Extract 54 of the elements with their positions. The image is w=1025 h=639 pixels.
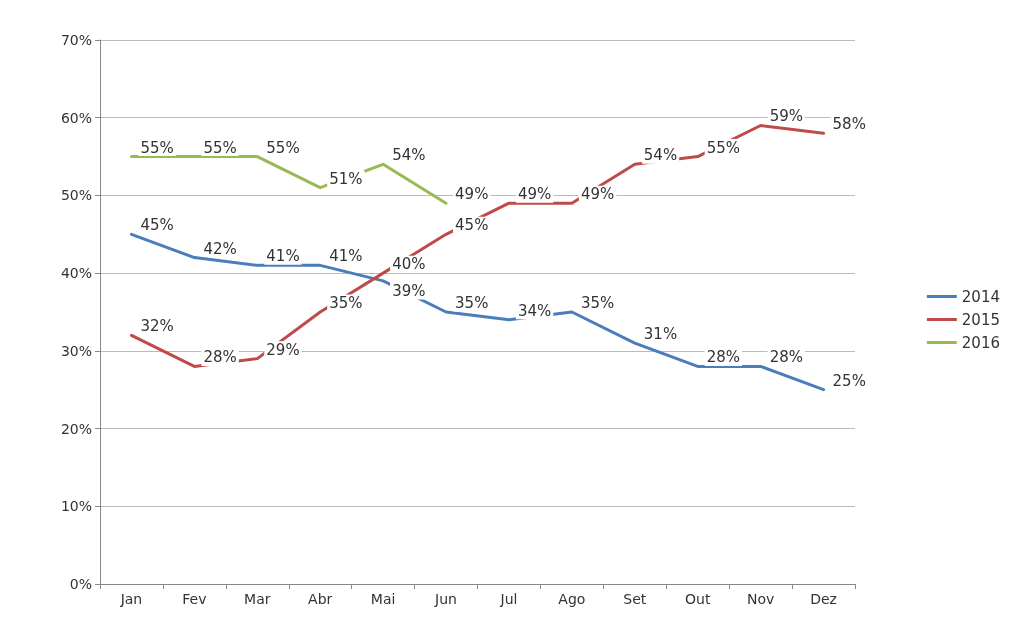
data-label: 35%: [455, 294, 489, 312]
x-tick-label: Jun: [434, 591, 457, 607]
data-label: 35%: [329, 294, 363, 312]
data-label: 34%: [517, 301, 552, 320]
data-label: 55%: [266, 138, 300, 157]
legend-label: 2016: [961, 333, 1001, 352]
data-label: 28%: [203, 348, 237, 367]
x-tick-label: Mar: [244, 591, 271, 607]
x-tick-label: Set: [623, 591, 647, 607]
y-tick-label: 10%: [60, 498, 92, 515]
y-tick-label: 30%: [60, 342, 92, 359]
data-label: 49%: [517, 185, 552, 204]
data-label: 41%: [266, 247, 300, 266]
x-tick-label: Dez: [810, 591, 837, 607]
data-label: 45%: [140, 216, 174, 235]
data-label: 49%: [580, 185, 615, 204]
data-label: 28%: [706, 348, 741, 367]
x-tick-label: Jul: [499, 591, 518, 607]
data-label: 55%: [140, 138, 174, 157]
data-label: 45%: [455, 216, 489, 235]
data-label: 31%: [643, 325, 678, 344]
line-series: [129, 232, 826, 392]
data-label: 25%: [832, 371, 866, 390]
data-label: 54%: [392, 146, 426, 165]
data-label: 32%: [140, 317, 174, 336]
x-tick-label: Jan: [119, 591, 143, 607]
data-label: 54%: [643, 146, 678, 165]
x-tick-label: Mai: [370, 591, 396, 607]
x-tick-label: Fev: [182, 591, 207, 607]
data-label: 42%: [203, 239, 237, 258]
data-label: 39%: [392, 281, 426, 300]
y-tick-label: 0%: [69, 576, 92, 592]
x-tick-label: Ago: [558, 591, 586, 607]
y-tick-label: 50%: [60, 187, 92, 204]
data-label: 40%: [392, 255, 426, 274]
y-tick-label: 60%: [60, 109, 92, 126]
data-label: 55%: [203, 138, 237, 157]
y-tick-label: 70%: [60, 32, 92, 48]
x-tick-label: Out: [685, 591, 711, 607]
data-label: 41%: [329, 247, 363, 266]
x-tick-label: Abr: [308, 591, 333, 607]
data-label: 49%: [455, 185, 489, 204]
data-label: 35%: [580, 294, 615, 312]
legend-label: 2015: [961, 310, 1001, 329]
y-tick-label: 20%: [60, 420, 92, 437]
data-label: 59%: [769, 107, 803, 126]
x-tick-label: Nov: [746, 591, 775, 607]
legend-label: 2014: [961, 287, 1001, 306]
data-label: 55%: [706, 138, 741, 157]
data-label: 29%: [266, 340, 300, 359]
data-label: 58%: [832, 115, 866, 134]
data-label: 28%: [769, 348, 803, 367]
y-tick-label: 40%: [60, 265, 92, 282]
data-label: 51%: [329, 169, 363, 188]
